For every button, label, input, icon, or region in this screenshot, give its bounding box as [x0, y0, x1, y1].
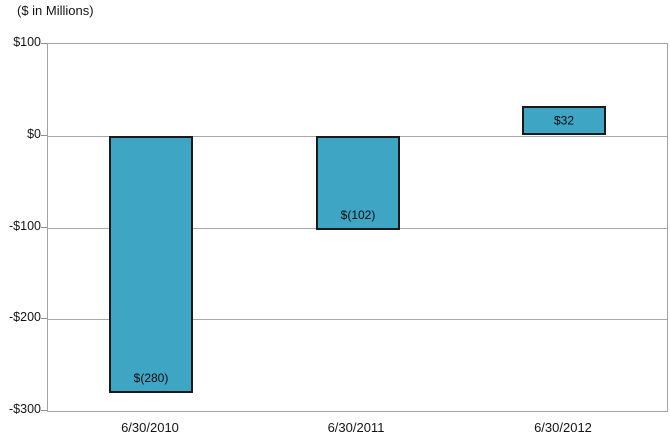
plot-area: $(280) $(102) $32 — [47, 43, 668, 412]
y-axis-tick — [41, 135, 47, 136]
bar: $32 — [522, 106, 606, 135]
x-axis-label: 6/30/2012 — [534, 420, 592, 435]
gridline — [48, 319, 667, 320]
y-axis-tick — [41, 318, 47, 319]
bar-data-label: $32 — [553, 113, 575, 128]
y-axis-label: -$200 — [9, 310, 41, 324]
y-axis-label: $0 — [27, 127, 41, 141]
y-axis-tick — [41, 227, 47, 228]
bar-data-label: $(102) — [340, 208, 376, 222]
bar-data-label: $(280) — [133, 371, 169, 385]
y-axis-tick — [41, 410, 47, 411]
y-axis-tick — [41, 43, 47, 44]
bar: $(280) — [109, 136, 193, 393]
y-axis-label: $100 — [13, 35, 41, 49]
bar: $(102) — [316, 136, 400, 230]
chart-title: ($ in Millions) — [17, 3, 94, 18]
y-axis-label: -$100 — [9, 219, 41, 233]
y-axis-label: -$300 — [9, 402, 41, 416]
x-axis-label: 6/30/2011 — [327, 420, 385, 435]
x-axis-label: 6/30/2010 — [121, 420, 179, 435]
